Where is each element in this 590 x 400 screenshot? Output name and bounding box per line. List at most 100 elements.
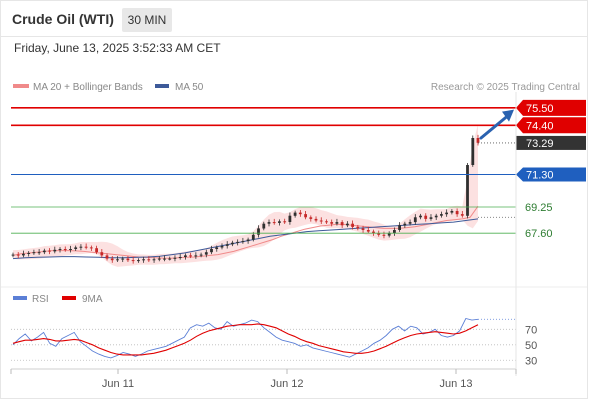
timestamp: Friday, June 13, 2025 3:52:33 AM CET bbox=[14, 41, 221, 55]
candle-body bbox=[69, 249, 72, 250]
candle-body bbox=[434, 215, 438, 218]
candle-body bbox=[330, 222, 334, 224]
candle-body bbox=[121, 258, 125, 260]
candle-body bbox=[471, 138, 475, 165]
candle-body bbox=[257, 228, 260, 235]
rsi-tick-label: 70 bbox=[525, 324, 537, 336]
candle-body bbox=[178, 257, 182, 258]
candle-body bbox=[231, 242, 234, 245]
bollinger-band bbox=[13, 124, 478, 267]
candle-body bbox=[351, 223, 354, 227]
candle-body bbox=[424, 215, 428, 219]
candle-body bbox=[48, 250, 51, 252]
candle-body bbox=[189, 255, 192, 257]
candle-body bbox=[393, 230, 396, 234]
candle-body bbox=[204, 252, 208, 255]
candle-body bbox=[366, 230, 370, 232]
candle-body bbox=[184, 255, 187, 257]
rsi-plot: 70 50 30 bbox=[11, 317, 537, 367]
instrument-title: Crude Oil (WTI) bbox=[12, 11, 114, 27]
candle-body bbox=[445, 212, 448, 215]
candle-body bbox=[314, 218, 318, 221]
candle-body bbox=[131, 260, 135, 262]
candle-body bbox=[356, 226, 360, 229]
candle-body bbox=[142, 259, 145, 261]
candle-body bbox=[403, 223, 407, 226]
candle-body bbox=[16, 254, 20, 256]
candle-body bbox=[137, 260, 140, 262]
ma20-legend-label: MA 20 + Bollinger Bands bbox=[33, 82, 143, 93]
candle-body bbox=[116, 259, 119, 261]
candle-body bbox=[27, 253, 31, 254]
key-levels: 75.50 74.40 71.30 69.25 67.60 73.29 bbox=[11, 99, 586, 240]
candle-body bbox=[225, 244, 229, 246]
candle-body bbox=[262, 223, 266, 229]
resistance-tag bbox=[516, 99, 586, 116]
candle-body bbox=[278, 221, 281, 223]
resistance-tag bbox=[516, 117, 586, 134]
candle-body bbox=[79, 246, 83, 248]
candle-body bbox=[126, 258, 130, 261]
time-axis-ticks: Jun 11 Jun 12 Jun 13 bbox=[10, 369, 517, 390]
time-tick-label: Jun 13 bbox=[439, 378, 472, 390]
candle-body bbox=[440, 214, 443, 216]
candle-body bbox=[173, 257, 177, 259]
candle-body bbox=[267, 222, 271, 224]
candle-body bbox=[460, 214, 464, 216]
candle-body bbox=[11, 254, 15, 256]
candle-body bbox=[84, 246, 88, 248]
resistance-label: 75.50 bbox=[526, 103, 554, 115]
candle-body bbox=[32, 252, 36, 254]
ma9-legend-swatch bbox=[62, 296, 76, 300]
candle-body bbox=[408, 222, 412, 224]
ma50-legend-swatch bbox=[155, 84, 169, 88]
candle-body bbox=[429, 217, 433, 219]
support-label: 67.60 bbox=[525, 228, 553, 240]
main-plot bbox=[11, 124, 480, 267]
candle-body bbox=[168, 258, 172, 260]
candle-body bbox=[325, 221, 328, 223]
candle-body bbox=[236, 241, 239, 243]
forecast-arrow-head bbox=[502, 109, 514, 122]
candle-body bbox=[298, 212, 302, 215]
candle-body bbox=[283, 221, 287, 223]
rsi-tick-label: 30 bbox=[525, 355, 537, 367]
research-credit: Research © 2025 Trading Central bbox=[431, 82, 580, 93]
support-label: 69.25 bbox=[525, 202, 553, 214]
chart-header: Crude Oil (WTI) 30 MIN bbox=[0, 0, 588, 36]
candle-body bbox=[304, 214, 307, 218]
candle-body bbox=[194, 255, 198, 257]
candle-body bbox=[288, 215, 292, 222]
rsi-ma-line bbox=[12, 323, 479, 356]
current-price-tag bbox=[516, 135, 586, 150]
candle-body bbox=[251, 234, 255, 240]
candle-body bbox=[152, 259, 156, 261]
candle-body bbox=[110, 258, 114, 261]
candle-body bbox=[210, 249, 213, 253]
candle-body bbox=[372, 231, 375, 234]
candle-body bbox=[346, 223, 349, 226]
candle-body bbox=[157, 258, 161, 260]
candle-body bbox=[163, 258, 166, 260]
candle-body bbox=[199, 254, 203, 256]
candle-body bbox=[89, 247, 93, 249]
candle-body bbox=[466, 165, 469, 216]
candle-body bbox=[95, 248, 98, 253]
candle-body bbox=[476, 138, 480, 143]
candle-body bbox=[105, 255, 109, 259]
time-tick-label: Jun 11 bbox=[102, 378, 134, 390]
candle-body bbox=[382, 234, 386, 236]
time-tick-label: Jun 12 bbox=[270, 378, 303, 390]
pivot-tag bbox=[516, 167, 586, 182]
candle-body bbox=[419, 215, 422, 218]
candle-body bbox=[246, 239, 250, 242]
rsi-tick-label: 50 bbox=[525, 340, 537, 352]
rsi-legend-label: RSI bbox=[32, 294, 49, 305]
timeframe-badge[interactable]: 30 MIN bbox=[122, 8, 172, 32]
pivot-label: 71.30 bbox=[526, 169, 554, 181]
candle-body bbox=[377, 233, 381, 235]
rsi-line bbox=[12, 317, 479, 359]
candle-body bbox=[309, 217, 313, 219]
candle-body bbox=[335, 222, 339, 224]
